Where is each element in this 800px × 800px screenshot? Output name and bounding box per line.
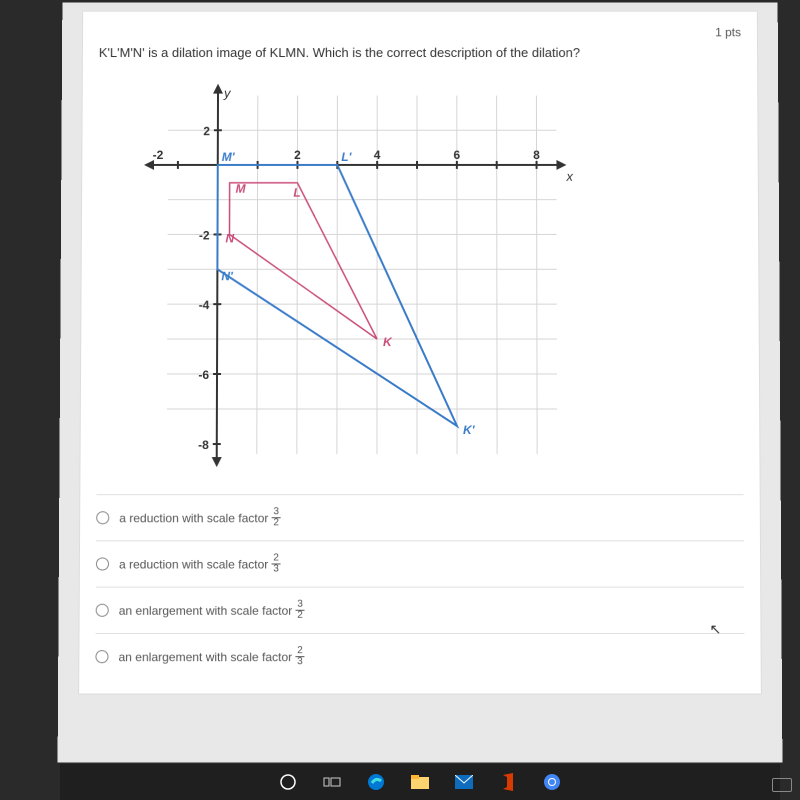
monitor-frame: 1 pts K'L'M'N' is a dilation image of KL… — [58, 3, 783, 763]
fraction: 23 — [295, 646, 305, 667]
mail-icon[interactable] — [453, 771, 475, 793]
radio-icon — [96, 511, 109, 524]
fraction: 32 — [271, 507, 281, 528]
option-text: a reduction with scale factor — [119, 557, 268, 571]
option-1[interactable]: a reduction with scale factor 32 — [96, 494, 744, 540]
klmn-shape — [229, 183, 377, 339]
cursor-icon: ↖ — [709, 621, 721, 638]
fraction: 23 — [271, 553, 281, 574]
svg-text:2: 2 — [294, 148, 301, 162]
dilation-graph: y x -2 2 4 6 8 2 -2 -4 -6 -8 K' L' — [137, 76, 578, 474]
chrome-icon[interactable] — [541, 771, 563, 793]
x-axis-label: x — [565, 169, 573, 184]
radio-icon — [96, 604, 109, 617]
option-4[interactable]: an enlargement with scale factor 23 — [95, 633, 744, 679]
svg-text:-8: -8 — [198, 438, 209, 452]
question-text: K'L'M'N' is a dilation image of KLMN. Wh… — [99, 45, 741, 60]
explorer-icon[interactable] — [409, 771, 431, 793]
edge-icon[interactable] — [365, 771, 387, 793]
svg-text:-6: -6 — [198, 368, 209, 382]
cortana-icon[interactable] — [277, 771, 299, 793]
question-card: 1 pts K'L'M'N' is a dilation image of KL… — [78, 11, 762, 695]
label-m: M — [236, 182, 247, 196]
y-axis-label: y — [223, 86, 232, 101]
card-header: 1 pts — [99, 25, 741, 39]
fraction: 32 — [295, 600, 305, 621]
svg-text:-2: -2 — [153, 148, 164, 162]
answer-options: a reduction with scale factor 32 a reduc… — [95, 494, 744, 679]
svg-text:4: 4 — [374, 148, 381, 162]
option-text: an enlargement with scale factor — [119, 650, 293, 664]
office-icon[interactable] — [497, 771, 519, 793]
points-label: 1 pts — [715, 25, 741, 39]
osk-icon[interactable] — [772, 778, 792, 792]
svg-text:6: 6 — [454, 148, 461, 162]
label-k: K — [383, 335, 393, 349]
svg-text:-2: -2 — [199, 228, 210, 242]
graph-svg: y x -2 2 4 6 8 2 -2 -4 -6 -8 K' L' — [137, 76, 578, 474]
label-k-prime: K' — [463, 423, 476, 437]
radio-icon — [96, 557, 109, 570]
axes — [143, 84, 568, 467]
svg-text:-4: -4 — [199, 298, 210, 312]
label-l: L — [293, 186, 300, 200]
label-l-prime: L' — [341, 150, 352, 164]
option-text: an enlargement with scale factor — [119, 603, 293, 617]
taskview-icon[interactable] — [321, 771, 343, 793]
option-2[interactable]: a reduction with scale factor 23 — [96, 540, 744, 586]
option-text: a reduction with scale factor — [119, 511, 268, 525]
label-m-prime: M' — [222, 150, 236, 164]
windows-taskbar[interactable] — [60, 764, 780, 800]
svg-text:8: 8 — [533, 148, 540, 162]
option-3[interactable]: an enlargement with scale factor 32 — [96, 587, 745, 633]
svg-text:2: 2 — [203, 124, 210, 138]
label-n-prime: N' — [221, 269, 234, 283]
label-n: N — [225, 231, 234, 245]
radio-icon — [95, 650, 108, 663]
